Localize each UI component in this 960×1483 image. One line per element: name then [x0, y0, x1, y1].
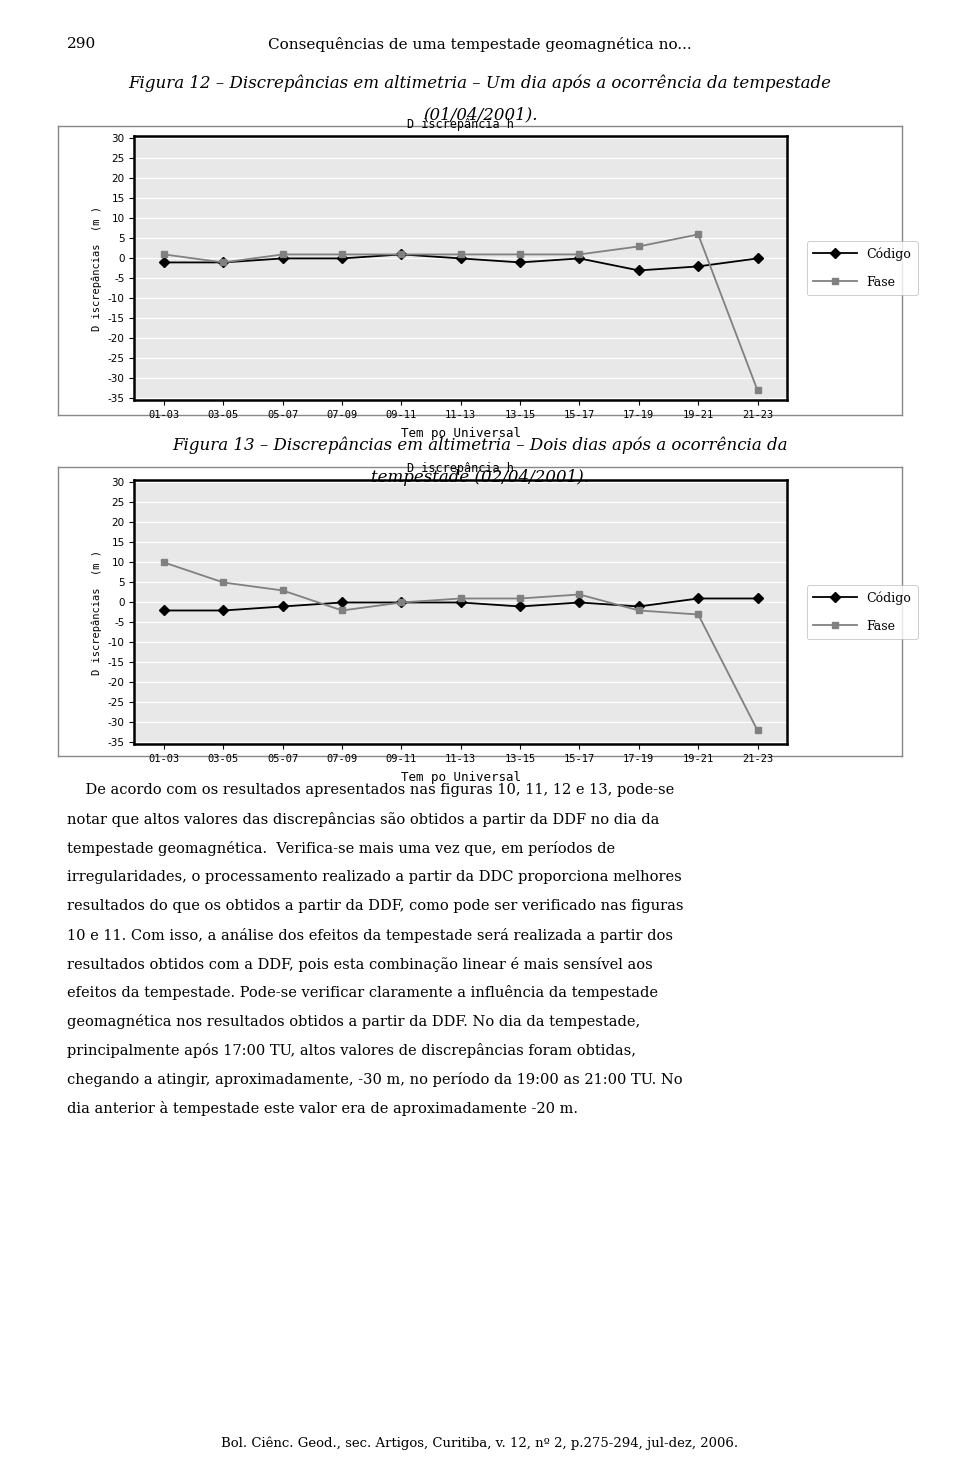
Código	[692, 258, 704, 276]
Title: D iscrepância h: D iscrepância h	[407, 463, 515, 475]
Text: tempestade geomagnética.  Verifica-se mais uma vez que, em períodos de: tempestade geomagnética. Verifica-se mai…	[67, 841, 615, 856]
Fase	[515, 590, 526, 608]
Código	[574, 249, 586, 267]
Fase	[218, 254, 229, 271]
Text: De acordo com os resultados apresentados nas figuras 10, 11, 12 e 13, pode-se: De acordo com os resultados apresentados…	[67, 783, 675, 796]
Código	[218, 602, 229, 620]
Fase	[277, 246, 289, 264]
Line: Código: Código	[160, 251, 761, 274]
Fase	[633, 237, 644, 255]
Text: Figura 13 – Discrepâncias em altimetria – Dois dias após a ocorrência da: Figura 13 – Discrepâncias em altimetria …	[172, 436, 788, 454]
Text: tempestade (02/04/2001).: tempestade (02/04/2001).	[371, 469, 589, 485]
Text: principalmente após 17:00 TU, altos valores de discrepâncias foram obtidas,: principalmente após 17:00 TU, altos valo…	[67, 1044, 636, 1059]
Fase	[633, 602, 644, 620]
Código	[336, 249, 348, 267]
Text: chegando a atingir, aproximadamente, -30 m, no período da 19:00 as 21:00 TU. No: chegando a atingir, aproximadamente, -30…	[67, 1072, 683, 1087]
Fase	[574, 586, 586, 604]
Código	[455, 249, 467, 267]
Text: Figura 12 – Discrepâncias em altimetria – Um dia após a ocorrência da tempestade: Figura 12 – Discrepâncias em altimetria …	[129, 74, 831, 92]
Código	[277, 598, 289, 615]
Fase	[752, 381, 763, 399]
Código	[752, 590, 763, 608]
Fase	[158, 246, 170, 264]
Código	[515, 254, 526, 271]
Fase	[752, 722, 763, 740]
Fase	[218, 574, 229, 592]
Fase	[455, 590, 467, 608]
Text: resultados do que os obtidos a partir da DDF, como pode ser verificado nas figur: resultados do que os obtidos a partir da…	[67, 899, 684, 912]
Código	[455, 593, 467, 611]
Fase	[158, 553, 170, 571]
Text: Consequências de uma tempestade geomagnética no...: Consequências de uma tempestade geomagné…	[268, 37, 692, 52]
Código	[515, 598, 526, 615]
Line: Fase: Fase	[160, 559, 761, 734]
Text: resultados obtidos com a DDF, pois esta combinação linear é mais sensível aos: resultados obtidos com a DDF, pois esta …	[67, 957, 653, 971]
Código	[336, 593, 348, 611]
Fase	[396, 593, 407, 611]
Text: 10 e 11. Com isso, a análise dos efeitos da tempestade será realizada a partir d: 10 e 11. Com isso, a análise dos efeitos…	[67, 928, 673, 943]
X-axis label: Tem po Universal: Tem po Universal	[401, 771, 521, 785]
Title: D iscrepância h: D iscrepância h	[407, 119, 515, 131]
Código	[633, 261, 644, 279]
X-axis label: Tem po Universal: Tem po Universal	[401, 427, 521, 440]
Código	[692, 590, 704, 608]
Código	[158, 602, 170, 620]
Text: irregularidades, o processamento realizado a partir da DDC proporciona melhores: irregularidades, o processamento realiza…	[67, 869, 682, 884]
Código	[396, 246, 407, 264]
Código	[396, 593, 407, 611]
Fase	[515, 246, 526, 264]
Y-axis label: D iscrepâncias  (m ): D iscrepâncias (m )	[91, 206, 102, 331]
Código	[277, 249, 289, 267]
Fase	[396, 246, 407, 264]
Line: Fase: Fase	[160, 231, 761, 394]
Fase	[455, 246, 467, 264]
Text: (01/04/2001).: (01/04/2001).	[422, 107, 538, 123]
Legend: Código, Fase: Código, Fase	[806, 586, 918, 639]
Fase	[336, 602, 348, 620]
Text: Bol. Ciênc. Geod., sec. Artigos, Curitiba, v. 12, nº 2, p.275-294, jul-dez, 2006: Bol. Ciênc. Geod., sec. Artigos, Curitib…	[222, 1437, 738, 1450]
Fase	[692, 225, 704, 243]
Fase	[574, 246, 586, 264]
Código	[574, 593, 586, 611]
Line: Código: Código	[160, 595, 761, 614]
Código	[218, 254, 229, 271]
Text: notar que altos valores das discrepâncias são obtidos a partir da DDF no dia da: notar que altos valores das discrepância…	[67, 813, 660, 828]
Text: 290: 290	[67, 37, 96, 50]
Legend: Código, Fase: Código, Fase	[806, 242, 918, 295]
Código	[633, 598, 644, 615]
Fase	[692, 605, 704, 623]
Text: geomagnética nos resultados obtidos a partir da DDF. No dia da tempestade,: geomagnética nos resultados obtidos a pa…	[67, 1014, 640, 1029]
Text: efeitos da tempestade. Pode-se verificar claramente a influência da tempestade: efeitos da tempestade. Pode-se verificar…	[67, 986, 659, 1001]
Código	[752, 249, 763, 267]
Fase	[277, 581, 289, 599]
Y-axis label: D iscrepâncias  (m ): D iscrepâncias (m )	[91, 550, 102, 675]
Código	[158, 254, 170, 271]
Fase	[336, 246, 348, 264]
Text: dia anterior à tempestade este valor era de aproximadamente -20 m.: dia anterior à tempestade este valor era…	[67, 1100, 578, 1117]
